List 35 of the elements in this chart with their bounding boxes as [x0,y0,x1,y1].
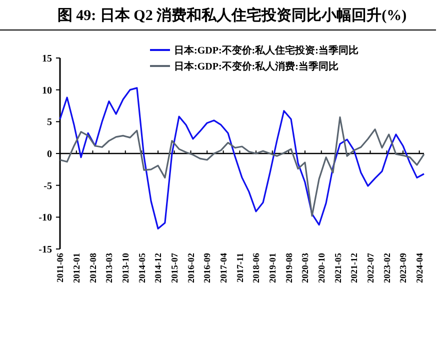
x-tick-label: 2020-03 [300,252,310,283]
x-tick-label: 2013-03 [104,252,114,283]
y-tick-label: 0 [47,149,52,160]
y-tick-label: -10 [38,212,52,224]
x-tick-label: 2011-06 [55,252,66,283]
x-tick-label: 2019-01 [268,252,278,283]
x-tick-label: 2023-09 [398,252,408,283]
x-tick-label: 2017-04 [218,252,228,283]
x-tick-label: 2014-12 [153,252,164,283]
x-tick-label: 2016-02 [186,252,196,283]
y-tick-label: -15 [38,244,52,256]
x-tick-label: 2022-07 [365,252,376,283]
x-tick-label: 2016-09 [202,252,212,283]
x-tick-label: 2013-10 [120,252,131,283]
x-tick-label: 2015-07 [169,252,180,283]
chart-title: 图 49: 日本 Q2 消费和私人住宅投资同比小幅回升(%) [57,6,407,24]
line-series [59,116,425,217]
x-tick-label: 2018-06 [251,252,262,283]
x-tick-label: 2024-04 [414,252,424,283]
x-tick-label: 2017-11 [234,252,245,283]
y-tick-label: 15 [42,54,52,64]
y-tick-label: 5 [47,117,52,128]
x-tick-label: 2021-05 [332,252,343,283]
x-tick-label: 2014-05 [136,252,147,283]
y-tick-label: 10 [42,85,52,96]
x-tick-label: 2012-08 [88,252,98,283]
x-tick-label: 2021-12 [349,252,360,283]
legend-label: 日本:GDP:不变价:私人消费:当季同比 [174,60,338,72]
x-tick-label: 2020-10 [316,252,327,283]
x-tick-label: 2019-08 [284,252,294,283]
legend-label: 日本:GDP:不变价:私人住宅投资:当季同比 [174,44,358,56]
x-tick-label: 2012-01 [72,252,82,283]
y-tick-label: -5 [44,180,52,192]
x-tick-label: 2023-02 [382,252,392,283]
line-series [59,87,425,230]
